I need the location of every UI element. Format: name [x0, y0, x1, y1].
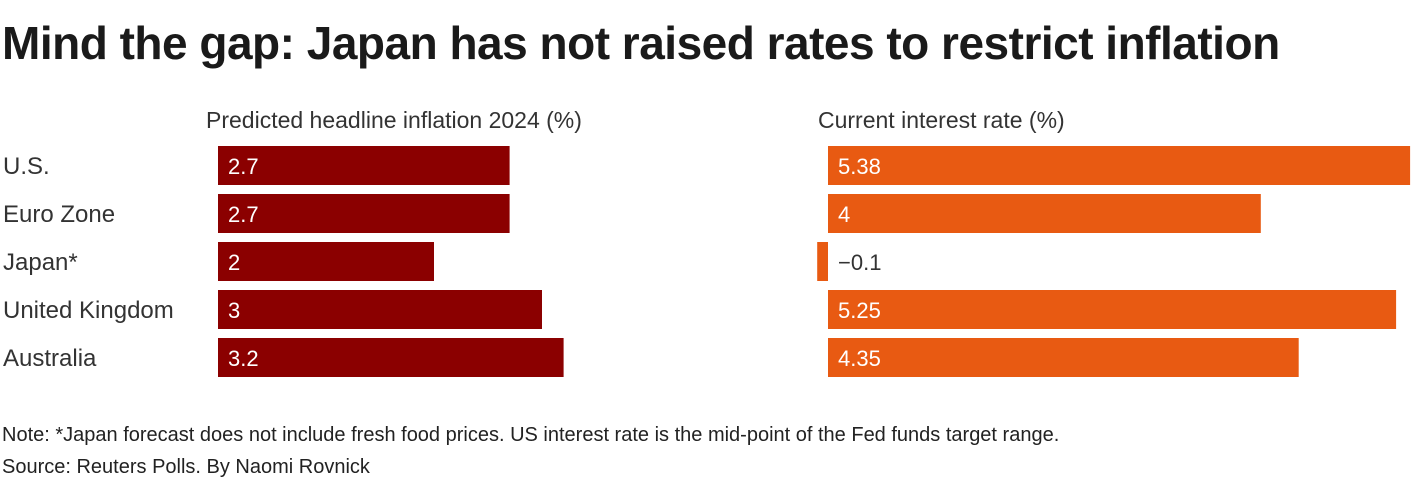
- category-label: Euro Zone: [3, 201, 115, 228]
- bar: [828, 194, 1261, 233]
- data-label: 2.7: [228, 154, 259, 179]
- chart-title: Mind the gap: Japan has not raised rates…: [2, 17, 1280, 69]
- data-label: 5.25: [838, 298, 881, 323]
- chart-canvas: U.S. Euro Zone Japan* United Kingdom Austral…: [3, 107, 1411, 377]
- data-label: −0.1: [838, 250, 881, 275]
- chart-source: Source: Reuters Polls. By Naomi Rovnick: [2, 456, 370, 478]
- category-label: U.S.: [3, 153, 50, 180]
- bar: [828, 290, 1397, 329]
- category-label: Australia: [3, 345, 97, 372]
- bar: [828, 146, 1411, 185]
- bar: [218, 242, 434, 281]
- bar: [828, 338, 1299, 377]
- bar: [218, 194, 510, 233]
- chart-note: Note: *Japan forecast does not include f…: [2, 424, 1060, 446]
- data-label: 4: [838, 202, 850, 227]
- panel-title: Current interest rate (%): [818, 107, 1065, 133]
- data-label: 3.2: [228, 346, 259, 371]
- data-label: 4.35: [838, 346, 881, 371]
- data-label: 5.38: [838, 154, 881, 179]
- bar: [817, 242, 828, 281]
- data-label: 2: [228, 250, 240, 275]
- bar: [218, 290, 542, 329]
- category-label: Japan*: [3, 249, 78, 276]
- bar: [218, 338, 564, 377]
- bar: [218, 146, 510, 185]
- category-label: United Kingdom: [3, 297, 174, 324]
- panel-title: Predicted headline inflation 2024 (%): [206, 107, 582, 133]
- data-label: 3: [228, 298, 240, 323]
- data-label: 2.7: [228, 202, 259, 227]
